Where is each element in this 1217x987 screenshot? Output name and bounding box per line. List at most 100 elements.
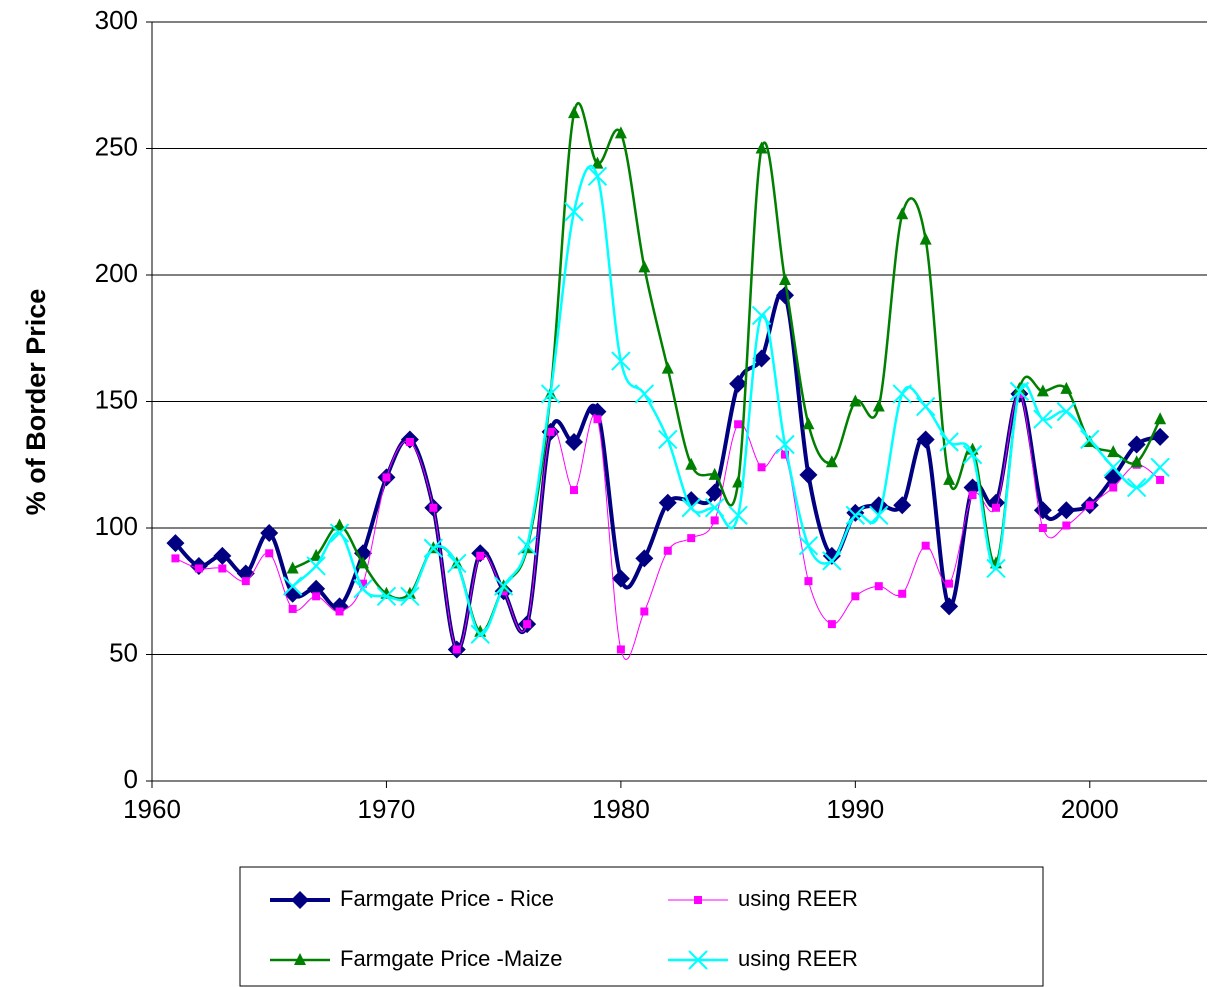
marker <box>1033 409 1053 429</box>
marker <box>939 432 959 452</box>
legend-label: using REER <box>738 946 858 971</box>
marker <box>827 620 836 629</box>
marker <box>846 503 865 522</box>
marker <box>804 577 813 586</box>
marker <box>638 260 651 273</box>
y-tick-label: 100 <box>95 511 138 541</box>
x-tick-label: 1990 <box>826 794 884 824</box>
marker <box>1154 412 1167 425</box>
legend-label: Farmgate Price -Maize <box>340 946 563 971</box>
marker <box>945 579 954 588</box>
series-line <box>292 102 1162 633</box>
marker <box>616 645 625 654</box>
marker <box>992 503 1000 512</box>
marker <box>987 493 1005 512</box>
marker <box>963 478 982 497</box>
marker <box>968 491 977 500</box>
marker <box>822 551 842 571</box>
marker <box>329 523 350 543</box>
marker <box>1057 501 1076 520</box>
marker <box>611 569 630 588</box>
marker <box>429 503 438 512</box>
marker <box>851 592 860 601</box>
marker <box>353 579 373 599</box>
y-tick-label: 0 <box>124 764 138 794</box>
marker <box>570 486 578 495</box>
marker <box>681 498 701 518</box>
marker <box>1103 457 1123 477</box>
y-tick-label: 250 <box>95 131 138 161</box>
marker <box>499 587 508 596</box>
marker <box>896 207 909 220</box>
marker <box>194 564 203 573</box>
marker <box>635 549 654 568</box>
marker <box>825 455 838 468</box>
marker <box>802 417 815 430</box>
marker <box>1127 435 1146 454</box>
legend-box <box>239 866 1044 987</box>
marker <box>687 534 696 543</box>
marker <box>403 586 416 599</box>
y-tick-label: 50 <box>109 637 138 667</box>
marker <box>704 498 725 518</box>
marker <box>1036 384 1049 397</box>
y-tick-label: 300 <box>95 5 138 35</box>
marker <box>523 620 532 629</box>
marker <box>306 556 326 576</box>
marker <box>781 450 789 459</box>
marker <box>218 564 227 573</box>
marker <box>1056 401 1077 422</box>
marker <box>734 420 743 429</box>
marker <box>1080 429 1100 450</box>
marker <box>357 556 369 569</box>
marker <box>915 396 936 417</box>
marker <box>423 538 444 558</box>
marker <box>776 286 794 305</box>
x-tick-label: 1970 <box>358 794 416 824</box>
marker <box>732 475 745 488</box>
marker <box>775 434 795 455</box>
marker <box>634 384 655 404</box>
marker <box>892 384 912 404</box>
marker <box>447 553 467 574</box>
marker <box>729 374 748 393</box>
marker <box>335 607 344 616</box>
marker <box>688 950 708 970</box>
marker <box>1062 521 1071 530</box>
marker <box>171 554 180 563</box>
marker <box>241 577 250 586</box>
marker <box>872 399 885 412</box>
marker <box>470 624 490 644</box>
marker <box>849 394 862 407</box>
marker <box>798 536 819 556</box>
y-axis-label: % of Border Price <box>21 289 51 516</box>
marker <box>540 384 561 404</box>
marker <box>565 432 583 451</box>
marker <box>751 305 772 326</box>
marker <box>236 564 255 583</box>
marker <box>694 896 702 904</box>
marker <box>286 561 299 574</box>
marker <box>307 579 326 598</box>
marker <box>845 505 866 526</box>
marker <box>940 597 959 616</box>
marker <box>822 546 841 565</box>
marker <box>1156 475 1165 484</box>
marker <box>874 582 883 591</box>
marker <box>752 349 771 368</box>
marker <box>661 361 674 374</box>
marker <box>728 505 748 526</box>
marker <box>921 541 930 550</box>
marker <box>869 505 889 526</box>
marker <box>919 232 932 245</box>
marker <box>213 546 232 565</box>
marker <box>962 444 983 465</box>
marker <box>658 429 678 450</box>
marker <box>294 953 306 965</box>
marker <box>517 536 537 556</box>
marker <box>1150 457 1170 477</box>
marker <box>282 576 303 596</box>
marker <box>476 551 485 560</box>
marker <box>893 496 912 515</box>
marker <box>1085 501 1094 510</box>
